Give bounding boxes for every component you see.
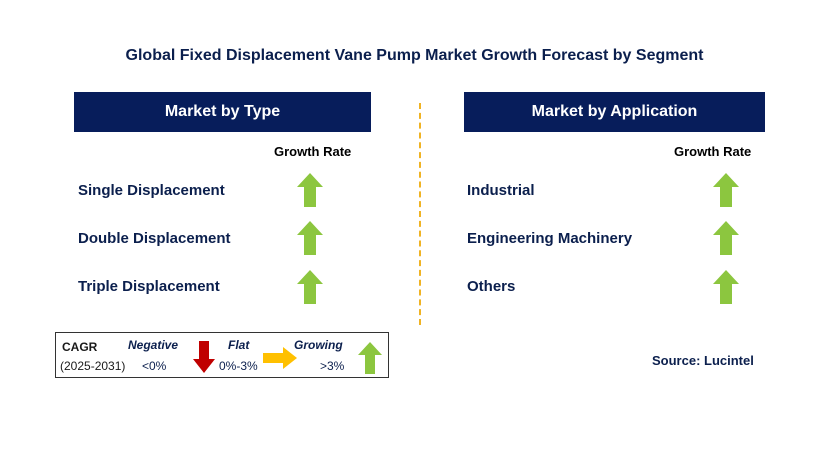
right-panel-header: Market by Application <box>464 92 765 132</box>
up-arrow-icon <box>297 270 323 304</box>
panel-divider <box>419 103 421 325</box>
legend-flat-label: Flat <box>228 338 250 352</box>
legend-growing-label: Growing <box>294 338 343 352</box>
up-arrow-icon <box>713 270 739 304</box>
up-arrow-icon <box>297 173 323 207</box>
up-arrow-icon <box>713 221 739 255</box>
down-arrow-icon <box>193 341 215 373</box>
legend-period: (2025-2031) <box>60 359 126 373</box>
left-row-label-2: Double Displacement <box>78 230 231 247</box>
right-growth-rate-label: Growth Rate <box>674 144 752 159</box>
left-panel-header: Market by Type <box>74 92 371 132</box>
legend-cagr-label: CAGR <box>62 340 98 354</box>
legend-growing-range: >3% <box>320 359 345 373</box>
up-arrow-icon <box>297 221 323 255</box>
up-arrow-icon <box>358 342 382 374</box>
cagr-legend: CAGR (2025-2031) Negative <0% Flat 0%-3%… <box>55 332 389 378</box>
right-row-label-3: Others <box>467 278 516 295</box>
up-arrow-icon <box>713 173 739 207</box>
left-row-label-3: Triple Displacement <box>78 278 220 295</box>
left-row-label-1: Single Displacement <box>78 182 225 199</box>
left-growth-rate-label: Growth Rate <box>274 144 352 159</box>
legend-negative-range: <0% <box>142 359 167 373</box>
right-row-label-2: Engineering Machinery <box>467 230 633 247</box>
right-arrow-icon <box>263 347 297 369</box>
chart-title: Global Fixed Displacement Vane Pump Mark… <box>125 47 704 64</box>
legend-negative-label: Negative <box>128 338 179 352</box>
right-row-label-1: Industrial <box>467 182 535 199</box>
source-note: Source: Lucintel <box>652 353 754 368</box>
legend-flat-range: 0%-3% <box>219 359 258 373</box>
